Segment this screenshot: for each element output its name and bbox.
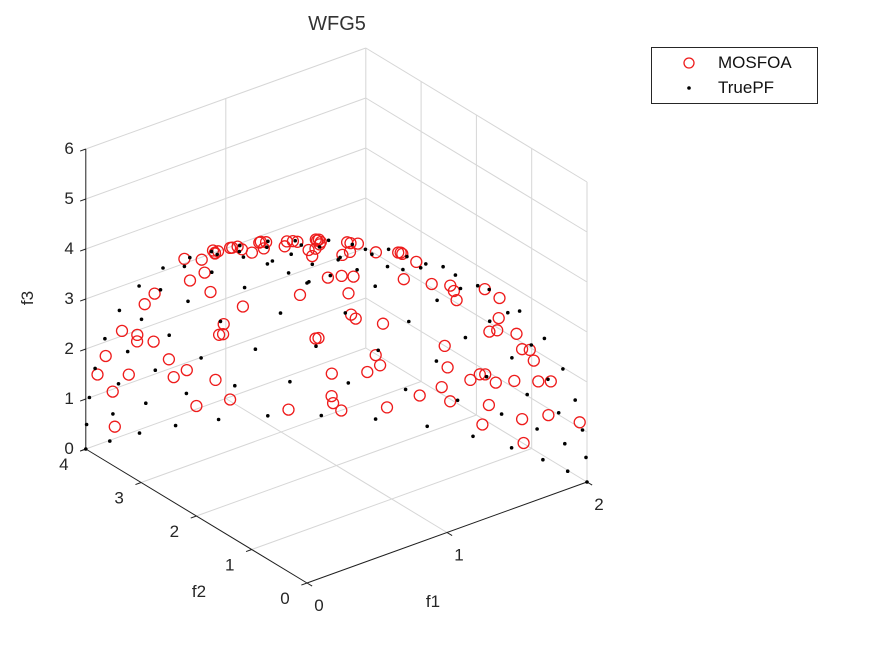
svg-text:0: 0 [280,589,289,608]
svg-text:4: 4 [64,239,73,258]
x-axis-label: f1 [425,592,441,611]
svg-text:2: 2 [64,339,73,358]
legend: MOSFOA TruePF [651,47,818,104]
mosfoa-open-circle-marker-icon [683,57,695,69]
svg-text:2: 2 [594,495,603,514]
legend-item-mosfoa: MOSFOA [652,51,817,76]
svg-text:3: 3 [64,289,73,308]
svg-text:3: 3 [114,489,123,508]
chart-title: WFG5 [308,13,366,35]
legend-label-truepf: TruePF [718,78,775,97]
svg-text:6: 6 [64,139,73,158]
truepf-dot-marker-icon [687,86,691,90]
svg-text:0: 0 [314,596,323,615]
axis-lines [85,149,588,584]
legend-label-mosfoa: MOSFOA [718,53,792,72]
y-axis-label: f2 [191,582,207,601]
truepf-points [84,238,589,484]
z-axis-label: f3 [18,290,37,306]
grid-lines [85,47,588,550]
svg-text:1: 1 [225,556,234,575]
tick-marks [79,148,593,587]
svg-text:0: 0 [64,439,73,458]
svg-text:5: 5 [64,189,73,208]
svg-text:2: 2 [170,522,179,541]
mosfoa-points [91,233,586,450]
svg-text:1: 1 [454,546,463,565]
legend-item-truepf: TruePF [652,76,817,101]
svg-text:4: 4 [59,455,68,474]
svg-text:1: 1 [64,389,73,408]
